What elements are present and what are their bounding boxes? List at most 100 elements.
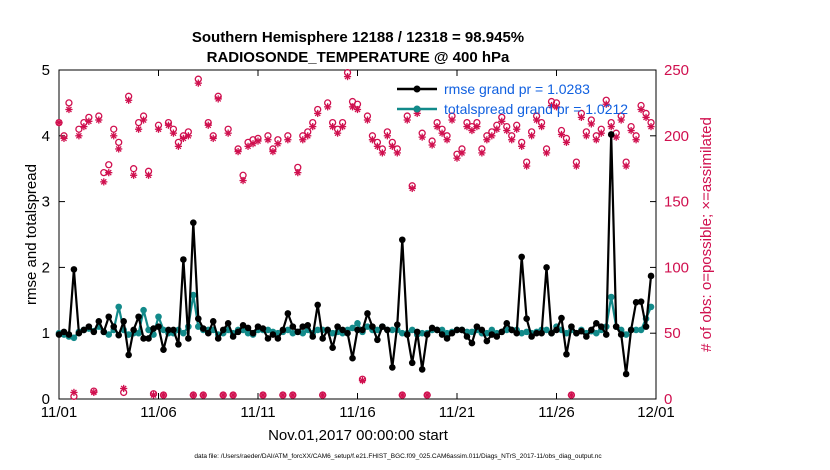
left-y-tick-label: 3 bbox=[42, 194, 50, 211]
totalspread-point bbox=[543, 326, 550, 334]
legend-rmse-marker bbox=[413, 85, 421, 93]
obs-assimilated-point bbox=[159, 391, 168, 399]
obs-assimilated-point bbox=[80, 122, 88, 131]
rmse-point bbox=[140, 335, 147, 342]
totalspread-point bbox=[418, 329, 426, 337]
totalspread-point bbox=[70, 334, 78, 342]
totalspread-point bbox=[264, 326, 272, 334]
rmse-point bbox=[438, 331, 446, 338]
obs-assimilated-point bbox=[338, 122, 347, 131]
rmse-point bbox=[573, 329, 580, 337]
rmse-point bbox=[533, 329, 540, 337]
obs-assimilated-point bbox=[478, 149, 486, 157]
obs-assimilated-point bbox=[627, 126, 635, 135]
rmse-point bbox=[583, 333, 590, 340]
totalspread-point bbox=[443, 329, 451, 337]
rmse-point bbox=[483, 337, 491, 345]
rmse-point bbox=[75, 329, 83, 337]
rmse-point bbox=[448, 329, 456, 337]
obs-assimilated-point bbox=[458, 149, 466, 157]
obs-assimilated-point bbox=[453, 154, 461, 162]
x-axis-ticks: 11/01 11/06 11/11 11/16 11/21 11/26 12/01 bbox=[41, 70, 675, 421]
obs-assimilated-point bbox=[139, 116, 148, 124]
rmse-point bbox=[513, 329, 520, 337]
rmse-point bbox=[85, 323, 93, 330]
rmse-point bbox=[453, 326, 461, 334]
obs-assimilated-point bbox=[219, 391, 227, 399]
rmse-point bbox=[632, 298, 640, 306]
obs-assimilated-point bbox=[130, 171, 138, 179]
obs-assimilated-point bbox=[259, 391, 267, 399]
rmse-point bbox=[289, 323, 297, 330]
totalspread-point bbox=[364, 323, 371, 330]
rmse-point bbox=[379, 323, 386, 330]
rmse-point bbox=[458, 326, 466, 334]
totalspread-point bbox=[244, 329, 252, 337]
totalspread-point bbox=[145, 326, 152, 334]
obs-assimilated-point bbox=[204, 121, 212, 129]
x-axis-label: Nov.01,2017 00:00:00 start bbox=[268, 427, 449, 444]
rmse-point bbox=[229, 333, 237, 340]
left-y-tick-label: 1 bbox=[42, 325, 50, 342]
obs-assimilated-point bbox=[353, 105, 362, 114]
rmse-point bbox=[294, 328, 302, 336]
rmse-point bbox=[170, 326, 177, 334]
right-y-tick-label: 150 bbox=[664, 194, 689, 211]
obs-assimilated-point bbox=[154, 125, 163, 133]
obs-assimilated-point bbox=[617, 116, 625, 124]
right-axis-ticks: 0 50 100 150 200 250 bbox=[650, 62, 689, 408]
obs-assimilated-point bbox=[572, 162, 580, 170]
rmse-point bbox=[503, 320, 511, 327]
plot-area bbox=[58, 69, 657, 400]
obs-assimilated-point bbox=[309, 122, 317, 131]
obs-assimilated-point bbox=[468, 126, 476, 135]
rmse-point bbox=[418, 366, 426, 373]
obs-assimilated-point bbox=[642, 113, 650, 121]
obs-assimilated-point bbox=[592, 136, 600, 144]
obs-assimilated-point bbox=[125, 96, 133, 104]
obs-assimilated-point bbox=[224, 129, 232, 137]
totalspread-point bbox=[518, 329, 525, 337]
x-tick-label: 11/11 bbox=[240, 404, 275, 421]
obs-assimilated-point bbox=[55, 119, 63, 127]
rmse-point bbox=[518, 253, 525, 261]
totalspread-point bbox=[354, 320, 361, 327]
rmse-point bbox=[80, 326, 88, 334]
totalspread-point bbox=[408, 326, 416, 334]
rmse-point bbox=[309, 333, 317, 340]
obs-assimilated-point bbox=[85, 117, 93, 125]
rmse-point bbox=[364, 310, 371, 317]
obs-assimilated-point bbox=[209, 134, 217, 143]
rmse-point bbox=[428, 324, 436, 332]
obs-assimilated-point bbox=[194, 79, 202, 87]
rmse-point bbox=[463, 333, 471, 340]
rmse-point bbox=[413, 328, 421, 336]
rmse-point bbox=[254, 323, 262, 330]
obs-assimilated-point bbox=[473, 122, 481, 131]
rmse-point bbox=[602, 331, 610, 338]
obs-assimilated-point bbox=[528, 132, 536, 140]
totalspread-point bbox=[632, 326, 640, 334]
totalspread-point bbox=[314, 326, 322, 334]
obs-assimilated-point bbox=[488, 132, 496, 140]
totalspread-point bbox=[115, 303, 122, 311]
legend-spread-marker bbox=[413, 105, 421, 113]
obs-assimilated-point bbox=[254, 137, 262, 145]
obs-assimilated-point bbox=[632, 136, 640, 144]
obs-assimilated-point bbox=[562, 138, 571, 146]
rmse-point bbox=[473, 323, 481, 330]
rmse-point bbox=[597, 323, 605, 330]
rmse-series bbox=[55, 131, 655, 378]
obs-assimilated-point bbox=[567, 391, 576, 399]
rmse-point bbox=[528, 333, 535, 340]
rmse-point bbox=[403, 331, 411, 338]
rmse-point bbox=[175, 341, 182, 348]
left-y-tick-label: 4 bbox=[42, 128, 50, 145]
rmse-point bbox=[617, 331, 625, 338]
left-y-tick-label: 2 bbox=[42, 259, 50, 276]
totalspread-point bbox=[329, 329, 336, 337]
obs-assimilated-point bbox=[314, 109, 322, 118]
rmse-point bbox=[543, 264, 550, 271]
rmse-point bbox=[199, 325, 207, 332]
